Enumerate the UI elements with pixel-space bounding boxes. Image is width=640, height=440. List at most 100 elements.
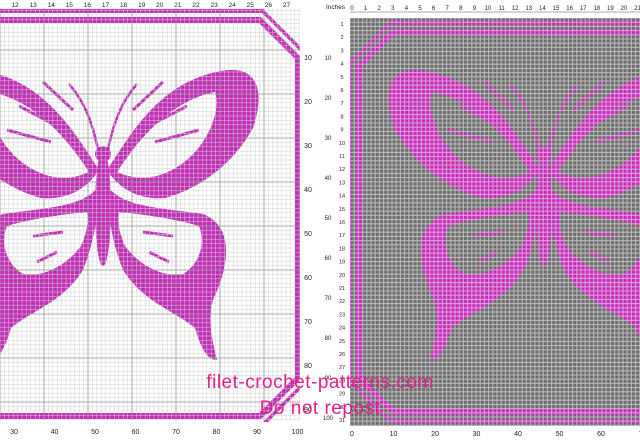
bottom-tick-label: 30 bbox=[473, 431, 481, 438]
right-tick-label: 90 bbox=[304, 407, 312, 414]
wing-vein bbox=[18, 104, 62, 130]
right-tick-label: 70 bbox=[304, 319, 312, 326]
butterfly-head bbox=[536, 146, 552, 162]
inch-tick-label: 29 bbox=[339, 392, 345, 398]
butterfly-head bbox=[95, 146, 111, 162]
bottom-tick-label: 50 bbox=[556, 431, 564, 438]
top-tick-label: 20 bbox=[621, 6, 628, 12]
top-tick-label: 19 bbox=[138, 2, 146, 9]
left-tick-label: 60 bbox=[325, 256, 332, 262]
wing-vein bbox=[585, 104, 629, 130]
left-tick-label: 80 bbox=[325, 336, 332, 342]
top-tick-label: 7 bbox=[446, 6, 450, 12]
top-tick-label: 5 bbox=[418, 6, 422, 12]
left-tick-label: 50 bbox=[325, 216, 332, 222]
inch-tick-label: 7 bbox=[340, 101, 343, 107]
top-tick-label: 15 bbox=[66, 2, 74, 9]
top-tick-label: 17 bbox=[580, 6, 587, 12]
inch-tick-label: 20 bbox=[339, 273, 345, 279]
top-tick-label: 25 bbox=[247, 2, 255, 9]
inch-tick-label: 26 bbox=[339, 352, 345, 358]
top-tick-label: 0 bbox=[350, 6, 354, 12]
butterfly-body bbox=[95, 150, 111, 266]
wing-vein bbox=[131, 80, 165, 112]
top-tick-label: 6 bbox=[432, 6, 436, 12]
wing-vein bbox=[41, 80, 75, 112]
left-tick-label: 20 bbox=[325, 96, 332, 102]
inch-tick-label: 28 bbox=[339, 378, 345, 384]
right-tick-label: 10 bbox=[304, 55, 312, 62]
top-tick-label: 12 bbox=[512, 6, 519, 12]
bottom-ruler bbox=[0, 422, 314, 440]
inch-tick-label: 25 bbox=[339, 339, 345, 345]
wing-vein bbox=[154, 128, 200, 144]
bottom-tick-label: 90 bbox=[253, 429, 261, 436]
top-tick-label: 18 bbox=[593, 6, 600, 12]
bottom-tick-label: 20 bbox=[431, 431, 439, 438]
right-tick-label: 50 bbox=[304, 231, 312, 238]
inch-tick-label: 19 bbox=[339, 260, 345, 266]
inch-tick-label: 31 bbox=[339, 418, 345, 424]
right-chart-body bbox=[348, 17, 640, 426]
inch-tick-label: 27 bbox=[339, 365, 345, 371]
bottom-tick-label: 70 bbox=[639, 431, 640, 438]
left-chart-body bbox=[0, 5, 309, 427]
bottom-tick-label: 0 bbox=[350, 431, 354, 438]
top-tick-label: 20 bbox=[156, 2, 164, 9]
right-tick-label: 80 bbox=[304, 363, 312, 370]
top-tick-label: 18 bbox=[120, 2, 128, 9]
top-tick-label: 15 bbox=[553, 6, 560, 12]
bottom-tick-label: 80 bbox=[213, 429, 221, 436]
inch-tick-label: 14 bbox=[339, 194, 345, 200]
left-tick-label: 40 bbox=[325, 176, 332, 182]
top-tick-label: 16 bbox=[84, 2, 92, 9]
inch-tick-label: 9 bbox=[340, 128, 343, 134]
top-tick-label: 21 bbox=[174, 2, 182, 9]
inch-tick-label: 24 bbox=[339, 326, 345, 332]
bottom-tick-label: 30 bbox=[10, 429, 18, 436]
top-tick-label: 17 bbox=[102, 2, 110, 9]
left-chart-panel: 12 13 14 15 16 17 18 19 20 21 22 23 24 25 26 27 10 20 30 40… bbox=[0, 0, 314, 440]
inch-tick-label: 13 bbox=[339, 180, 345, 186]
bottom-tick-label: 40 bbox=[514, 431, 522, 438]
left-tick-label: 70 bbox=[325, 296, 332, 302]
top-tick-label: 10 bbox=[485, 6, 492, 12]
top-tick-label: 11 bbox=[498, 6, 505, 12]
top-tick-label: 13 bbox=[525, 6, 532, 12]
inch-tick-label: 3 bbox=[340, 48, 343, 54]
inch-tick-label: 4 bbox=[340, 62, 343, 68]
bottom-tick-label: 60 bbox=[132, 429, 140, 436]
inch-tick-label: 23 bbox=[339, 312, 345, 318]
left-tick-label: 90 bbox=[325, 376, 332, 382]
wing-vein bbox=[142, 230, 174, 238]
top-tick-label: 21 bbox=[634, 6, 640, 12]
bottom-tick-label: 10 bbox=[390, 431, 398, 438]
inch-tick-label: 11 bbox=[339, 154, 345, 160]
top-ruler bbox=[322, 0, 640, 18]
wing-vein bbox=[32, 230, 64, 238]
right-tick-label: 60 bbox=[304, 275, 312, 282]
top-tick-label: 4 bbox=[405, 6, 409, 12]
inch-tick-label: 8 bbox=[340, 114, 343, 120]
right-ruler bbox=[300, 0, 314, 440]
top-tick-label: 12 bbox=[11, 2, 19, 9]
top-tick-label: 9 bbox=[473, 6, 477, 12]
left-tick-label: 100 bbox=[323, 416, 334, 422]
top-tick-label: 27 bbox=[283, 2, 291, 9]
butterfly-body bbox=[536, 150, 552, 266]
butterfly-wing-left bbox=[0, 74, 99, 354]
inch-tick-label: 16 bbox=[339, 220, 345, 226]
left-ruler bbox=[322, 18, 350, 426]
top-tick-label: 26 bbox=[265, 2, 273, 9]
inch-tick-label: 5 bbox=[340, 75, 343, 81]
top-tick-label: 14 bbox=[539, 6, 546, 12]
top-tick-label: 24 bbox=[229, 2, 237, 9]
units-label: Inches bbox=[326, 4, 346, 11]
right-tick-label: 30 bbox=[304, 143, 312, 150]
inch-tick-label: 6 bbox=[340, 88, 343, 94]
top-tick-label: 8 bbox=[459, 6, 463, 12]
left-pattern-chart: 12 13 14 15 16 17 18 19 20 21 22 23 24 25 26 27 10 20 30 40… bbox=[0, 0, 314, 440]
inch-tick-label: 18 bbox=[339, 246, 345, 252]
wing-vein bbox=[144, 104, 188, 130]
inch-tick-label: 21 bbox=[339, 286, 345, 292]
